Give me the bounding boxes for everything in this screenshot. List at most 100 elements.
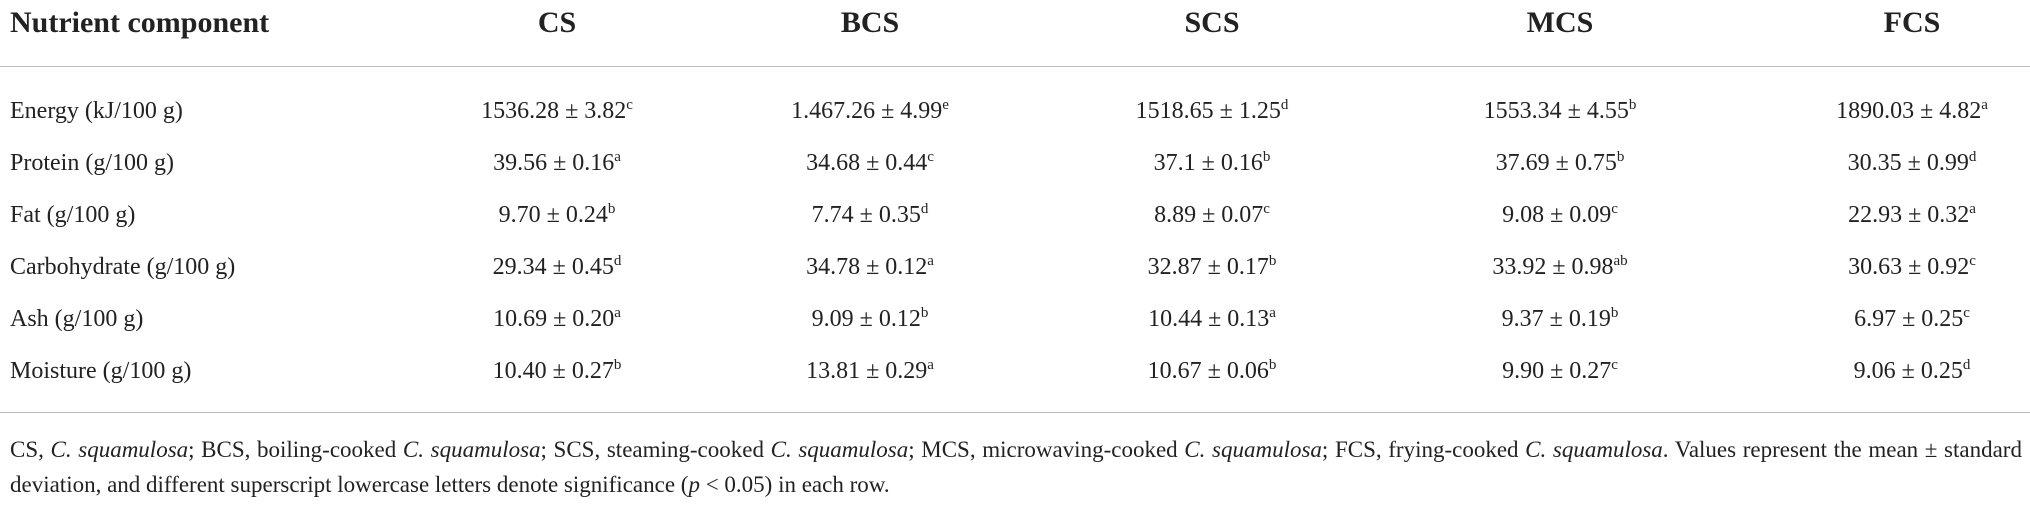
value-text: 9.37 ± 0.19 — [1501, 306, 1611, 332]
significance-letter: a — [1269, 305, 1276, 321]
value-cell: 9.70 ± 0.24b — [499, 200, 616, 230]
value-text: 9.06 ± 0.25 — [1853, 358, 1963, 384]
significance-letter: c — [1963, 305, 1970, 321]
value-text: 34.68 ± 0.44 — [806, 150, 928, 176]
significance-letter: b — [1262, 149, 1271, 165]
value-cell: 1518.65 ± 1.25d — [1136, 96, 1289, 126]
footnote-text: ; MCS, microwaving-cooked — [908, 437, 1185, 462]
significance-letter: c — [1263, 201, 1270, 217]
value-text: 6.97 ± 0.25 — [1854, 306, 1964, 332]
value-cell: 7.74 ± 0.35d — [812, 200, 929, 230]
header-cell: SCS — [1184, 6, 1240, 39]
value-cell: 1890.03 ± 4.82a — [1836, 96, 1988, 126]
row-label: Fat (g/100 g) — [10, 202, 136, 228]
value-cell: 33.92 ± 0.98ab — [1492, 252, 1627, 282]
value-text: 10.67 ± 0.06 — [1147, 358, 1269, 384]
value-cell: 22.93 ± 0.32a — [1848, 200, 1976, 230]
footnote-text: C. squamulosa — [1184, 437, 1322, 462]
header-cell: FCS — [1883, 6, 1941, 39]
significance-letter: b — [1268, 357, 1277, 373]
significance-letter: ab — [1613, 253, 1628, 269]
row-label: Ash (g/100 g) — [10, 306, 144, 332]
value-text: 30.35 ± 0.99 — [1847, 150, 1969, 176]
value-cell: 9.90 ± 0.27c — [1502, 356, 1618, 386]
header-cell: MCS — [1526, 6, 1594, 39]
significance-letter: b — [607, 201, 616, 217]
significance-letter: a — [927, 253, 934, 269]
value-cell: 10.69 ± 0.20a — [493, 304, 621, 334]
header-rule — [0, 66, 2030, 67]
value-cell: 29.34 ± 0.45d — [493, 252, 622, 282]
significance-letter: a — [1981, 97, 1988, 113]
value-cell: 30.35 ± 0.99d — [1848, 148, 1977, 178]
value-text: 33.92 ± 0.98 — [1492, 254, 1614, 280]
significance-letter: d — [1968, 149, 1977, 165]
footnote-text: < 0.05) in each row. — [699, 472, 890, 497]
value-text: 37.69 ± 0.75 — [1495, 150, 1617, 176]
value-text: 10.44 ± 0.13 — [1148, 306, 1270, 332]
value-cell: 9.09 ± 0.12b — [812, 304, 929, 334]
header-cell: CS — [537, 6, 577, 39]
value-text: 10.40 ± 0.27 — [492, 358, 614, 384]
significance-letter: d — [1280, 97, 1289, 113]
significance-letter: b — [1268, 253, 1277, 269]
value-text: 34.78 ± 0.12 — [806, 254, 928, 280]
value-text: 37.1 ± 0.16 — [1153, 150, 1263, 176]
value-text: 9.70 ± 0.24 — [498, 202, 608, 228]
footnote-text: p — [688, 472, 700, 497]
value-cell: 9.06 ± 0.25d — [1854, 356, 1971, 386]
footnote-text: ; BCS, boiling-cooked — [188, 437, 403, 462]
value-text: 9.08 ± 0.09 — [1502, 202, 1612, 228]
value-text: 29.34 ± 0.45 — [492, 254, 614, 280]
value-text: 10.69 ± 0.20 — [493, 306, 615, 332]
value-text: 39.56 ± 0.16 — [493, 150, 615, 176]
footnote: CS, C. squamulosa; BCS, boiling-cooked C… — [10, 432, 2022, 502]
value-cell: 37.1 ± 0.16b — [1154, 148, 1271, 178]
footnote-text: C. squamulosa — [50, 437, 189, 462]
value-cell: 34.68 ± 0.44c — [806, 148, 934, 178]
row-label: Moisture (g/100 g) — [10, 358, 192, 384]
footnote-text: C. squamulosa — [1525, 437, 1663, 462]
value-cell: 10.40 ± 0.27b — [493, 356, 622, 386]
footnote-text: C. squamulosa — [402, 437, 541, 462]
value-text: 8.89 ± 0.07 — [1154, 202, 1264, 228]
footnote-text: C. squamulosa — [770, 437, 909, 462]
significance-letter: a — [1969, 201, 1976, 217]
value-text: 1518.65 ± 1.25 — [1135, 98, 1281, 124]
header-cell: Nutrient component — [10, 6, 270, 39]
value-text: 1.467.26 ± 4.99 — [791, 98, 943, 124]
significance-letter: b — [1628, 97, 1637, 113]
significance-letter: c — [1611, 201, 1618, 217]
value-cell: 34.78 ± 0.12a — [806, 252, 934, 282]
footnote-text: . Values represent the mean ± standard d… — [10, 437, 2022, 497]
header-cell: BCS — [840, 6, 900, 39]
significance-letter: b — [613, 357, 622, 373]
row-label: Energy (kJ/100 g) — [10, 98, 183, 124]
footnote-text: ; FCS, frying-cooked — [1321, 437, 1526, 462]
value-text: 32.87 ± 0.17 — [1147, 254, 1269, 280]
value-cell: 6.97 ± 0.25c — [1854, 304, 1970, 334]
value-text: 9.09 ± 0.12 — [811, 306, 921, 332]
value-text: 1536.28 ± 3.82 — [481, 98, 627, 124]
value-text: 30.63 ± 0.92 — [1848, 254, 1970, 280]
value-text: 7.74 ± 0.35 — [811, 202, 921, 228]
footnote-text: ; SCS, steaming-cooked — [540, 437, 771, 462]
value-cell: 13.81 ± 0.29a — [806, 356, 934, 386]
significance-letter: c — [927, 149, 934, 165]
significance-letter: c — [1969, 253, 1976, 269]
significance-letter: b — [1610, 305, 1619, 321]
value-cell: 8.89 ± 0.07c — [1154, 200, 1270, 230]
significance-letter: c — [1611, 357, 1618, 373]
value-cell: 9.08 ± 0.09c — [1502, 200, 1618, 230]
value-text: 1553.34 ± 4.55 — [1483, 98, 1629, 124]
value-cell: 1553.34 ± 4.55b — [1484, 96, 1637, 126]
footnote-text: CS, — [10, 437, 51, 462]
value-cell: 1.467.26 ± 4.99e — [791, 96, 949, 126]
value-text: 9.90 ± 0.27 — [1502, 358, 1612, 384]
value-cell: 1536.28 ± 3.82c — [481, 96, 633, 126]
value-text: 22.93 ± 0.32 — [1848, 202, 1970, 228]
value-cell: 10.44 ± 0.13a — [1148, 304, 1276, 334]
significance-letter: a — [927, 357, 934, 373]
significance-letter: b — [1616, 149, 1625, 165]
